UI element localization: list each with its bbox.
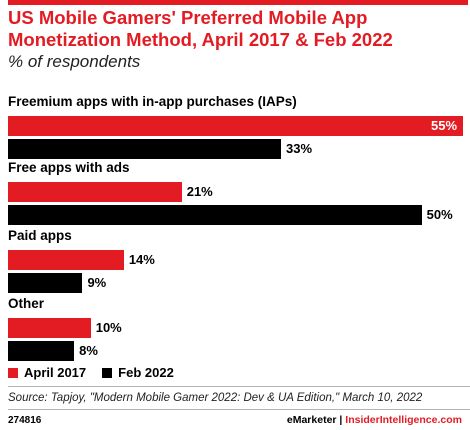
legend-item-april-2017: April 2017 <box>8 365 86 380</box>
legend-swatch-red <box>8 367 18 378</box>
category-label: Free apps with ads <box>8 160 130 175</box>
category-label: Paid apps <box>8 228 72 243</box>
data-label: 33% <box>286 141 313 156</box>
bar-april-2017 <box>8 318 91 338</box>
footer-brand: eMarketer | InsiderIntelligence.com <box>287 414 462 426</box>
brand-insider-intelligence: InsiderIntelligence.com <box>345 414 462 426</box>
bar-april-2017 <box>8 250 124 270</box>
bar-feb-2022 <box>8 273 83 293</box>
chart-title: US Mobile Gamers' Preferred Mobile App M… <box>8 7 393 50</box>
bar-april-2017 <box>8 116 463 136</box>
bar-april-2017 <box>8 182 182 202</box>
data-label: 8% <box>79 343 98 358</box>
data-label: 9% <box>87 275 107 290</box>
chart-id: 274816 <box>8 415 42 426</box>
source-note: Source: Tapjoy, "Modern Mobile Gamer 202… <box>8 392 423 404</box>
data-label: 55% <box>431 118 458 133</box>
accent-bar <box>8 0 468 5</box>
legend-label: April 2017 <box>24 365 87 380</box>
data-label: 21% <box>186 184 213 199</box>
legend-swatch-black <box>102 367 113 378</box>
divider <box>8 386 470 387</box>
data-label: 10% <box>95 320 122 335</box>
bar-feb-2022 <box>8 205 422 225</box>
category-label: Other <box>8 296 45 311</box>
category-label: Freemium apps with in-app purchases (IAP… <box>8 94 297 109</box>
legend: April 2017 Feb 2022 <box>8 365 190 380</box>
data-label: 14% <box>128 252 155 267</box>
legend-label: Feb 2022 <box>118 365 174 380</box>
data-label: 50% <box>426 207 453 222</box>
brand-emarketer: eMarketer <box>286 414 337 426</box>
legend-item-feb-2022: Feb 2022 <box>102 365 174 380</box>
bar-feb-2022 <box>8 139 281 159</box>
divider <box>8 409 470 410</box>
brand-separator: | <box>339 414 343 426</box>
bar-feb-2022 <box>8 341 75 361</box>
chart-subtitle: % of respondents <box>8 52 141 71</box>
